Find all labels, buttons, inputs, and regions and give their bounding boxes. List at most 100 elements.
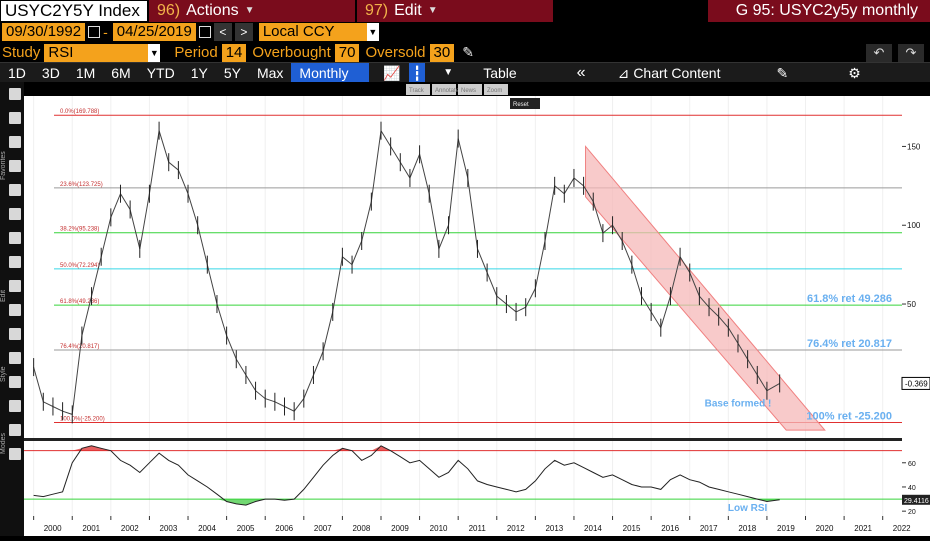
- edit-chart-icon[interactable]: ✎: [776, 65, 789, 81]
- rsi-y-tick-label: 20: [908, 509, 916, 516]
- end-date-input[interactable]: 04/25/2019: [112, 23, 196, 41]
- chevron-down-icon[interactable]: ▼: [443, 67, 454, 78]
- overlay-button-zoom[interactable]: [484, 84, 508, 95]
- overlay-button-label: Track: [409, 88, 425, 94]
- crosshair-icon[interactable]: [9, 112, 21, 124]
- edit-menu-label: Edit: [394, 2, 422, 19]
- ticker-field[interactable]: USYC2Y5Y Index: [1, 1, 147, 21]
- period-button-1d[interactable]: 1D: [8, 65, 26, 81]
- fib-callout: 76.4% ret 20.817: [807, 338, 892, 350]
- overlay-button-news[interactable]: [458, 84, 482, 95]
- x-tick-label: 2018: [738, 524, 756, 533]
- pencil-icon[interactable]: ✎: [462, 44, 474, 60]
- undo-redo-group: ↶ ↷: [866, 43, 924, 62]
- table-button[interactable]: Table: [483, 65, 517, 81]
- frequency-select[interactable]: Monthly ▼: [291, 63, 370, 101]
- y-axis-background: [902, 96, 930, 516]
- currency-select[interactable]: Local CCY: [258, 23, 367, 41]
- chevron-down-icon: ▼: [244, 5, 255, 16]
- ray-icon[interactable]: [9, 208, 21, 220]
- calendar-icon[interactable]: [198, 26, 211, 38]
- last-value-tag: [901, 376, 930, 390]
- text-icon[interactable]: [9, 136, 21, 148]
- collapse-panel-icon[interactable]: «: [576, 64, 586, 81]
- chevron-down-icon[interactable]: ▼: [366, 23, 379, 41]
- side-label-edit: Edit: [0, 290, 7, 302]
- rsi-y-tick-label: 40: [908, 485, 916, 492]
- delete-icon[interactable]: [9, 448, 21, 460]
- side-label-modes: Modes: [0, 432, 7, 454]
- undo-button[interactable]: ↶: [866, 43, 892, 62]
- calendar-icon[interactable]: [88, 26, 101, 38]
- x-tick-label: 2019: [777, 524, 795, 533]
- period-button-3d[interactable]: 3D: [41, 65, 60, 81]
- study-select[interactable]: RSI: [44, 43, 149, 62]
- redo-button[interactable]: ↷: [898, 43, 924, 62]
- overlay-button-annotate[interactable]: [432, 84, 456, 95]
- channel-icon[interactable]: [9, 256, 21, 268]
- line-chart-icon[interactable]: 📈: [383, 65, 401, 81]
- x-tick-label: 2002: [121, 524, 139, 533]
- overlay-button-track[interactable]: [406, 84, 430, 95]
- rsi-y-tick-label: 60: [908, 461, 916, 468]
- start-date-input[interactable]: 09/30/1992: [2, 23, 86, 41]
- grid-icon[interactable]: [9, 400, 21, 412]
- chart-area[interactable]: Favorites Edit Style Modes 2000 2001 2002 2003 2…: [0, 82, 930, 536]
- chevron-down-icon: ▼: [427, 5, 438, 16]
- period-button-5y[interactable]: 5Y: [223, 65, 241, 81]
- fib-level-label: 61.8%(49.286): [60, 299, 99, 305]
- actions-menu[interactable]: 96) Actions ▼: [149, 0, 355, 22]
- x-tick-label: 2010: [430, 524, 448, 533]
- x-tick-label: 2020: [816, 524, 834, 533]
- bar-chart-icon[interactable]: ┇: [408, 63, 426, 83]
- oversold-label: Oversold: [365, 44, 426, 61]
- fib-icon[interactable]: [9, 232, 21, 244]
- date-range-bar: 09/30/1992 - 04/25/2019 < > Local CCY ▼: [0, 22, 930, 42]
- x-tick-label: 2013: [545, 524, 563, 533]
- overlay-button-label: News: [461, 88, 476, 94]
- period-button-max[interactable]: Max: [256, 65, 284, 81]
- x-tick-label: 2000: [44, 524, 62, 533]
- measure-icon[interactable]: [9, 160, 21, 172]
- color-icon[interactable]: [9, 376, 21, 388]
- period-button-6m[interactable]: 6M: [111, 65, 131, 81]
- chart-content-button[interactable]: Chart Content: [633, 65, 721, 81]
- next-period-button[interactable]: >: [234, 23, 253, 41]
- price-chart-svg[interactable]: Favorites Edit Style Modes 2000 2001 2002 2003 2…: [0, 82, 930, 536]
- overlay-button-label: Reset: [513, 102, 529, 108]
- period-button-ytd[interactable]: YTD: [146, 65, 175, 81]
- chevron-down-icon[interactable]: ▼: [148, 43, 161, 62]
- arrow-icon[interactable]: [9, 304, 21, 316]
- x-tick-label: 2011: [469, 524, 487, 533]
- edit-menu[interactable]: 97) Edit ▼: [357, 0, 553, 22]
- fib-level-label: 100.0%(-25.200): [60, 417, 105, 423]
- x-tick-label: 2014: [584, 524, 602, 533]
- x-tick-label: 2022: [893, 524, 911, 533]
- shape-icon[interactable]: [9, 328, 21, 340]
- x-tick-label: 2004: [198, 524, 216, 533]
- cursor-icon[interactable]: [9, 88, 21, 100]
- period-button-1y[interactable]: 1Y: [190, 65, 208, 81]
- period-button-1m[interactable]: 1M: [75, 65, 96, 81]
- rsi-last-value-tag: [902, 494, 930, 505]
- eraser-icon[interactable]: [9, 352, 21, 364]
- chart-type-icon[interactable]: [9, 424, 21, 436]
- x-tick-label: 2017: [700, 524, 718, 533]
- y-tick-label: 150: [907, 142, 921, 151]
- fib-level-label: 76.4%(20.817): [60, 344, 99, 350]
- oversold-input[interactable]: 30: [429, 43, 455, 62]
- overlay-button-label: Zoom: [487, 88, 502, 94]
- settings-gear-icon[interactable]: ⚙: [848, 65, 861, 81]
- x-tick-label: 2012: [507, 524, 525, 533]
- fib-level-label: 50.0%(72.294): [60, 263, 99, 269]
- brush-icon[interactable]: [9, 280, 21, 292]
- trend-line-icon[interactable]: [9, 184, 21, 196]
- side-label-style: Style: [0, 366, 7, 382]
- rsi-last-value-label: 29.4116: [904, 498, 929, 505]
- overlay-button-reset[interactable]: [510, 98, 540, 109]
- x-tick-label: 2003: [160, 524, 178, 533]
- rsi-panel-background: [24, 441, 902, 516]
- previous-period-button[interactable]: <: [213, 23, 232, 41]
- period-input[interactable]: 14: [221, 43, 247, 62]
- overbought-input[interactable]: 70: [334, 43, 360, 62]
